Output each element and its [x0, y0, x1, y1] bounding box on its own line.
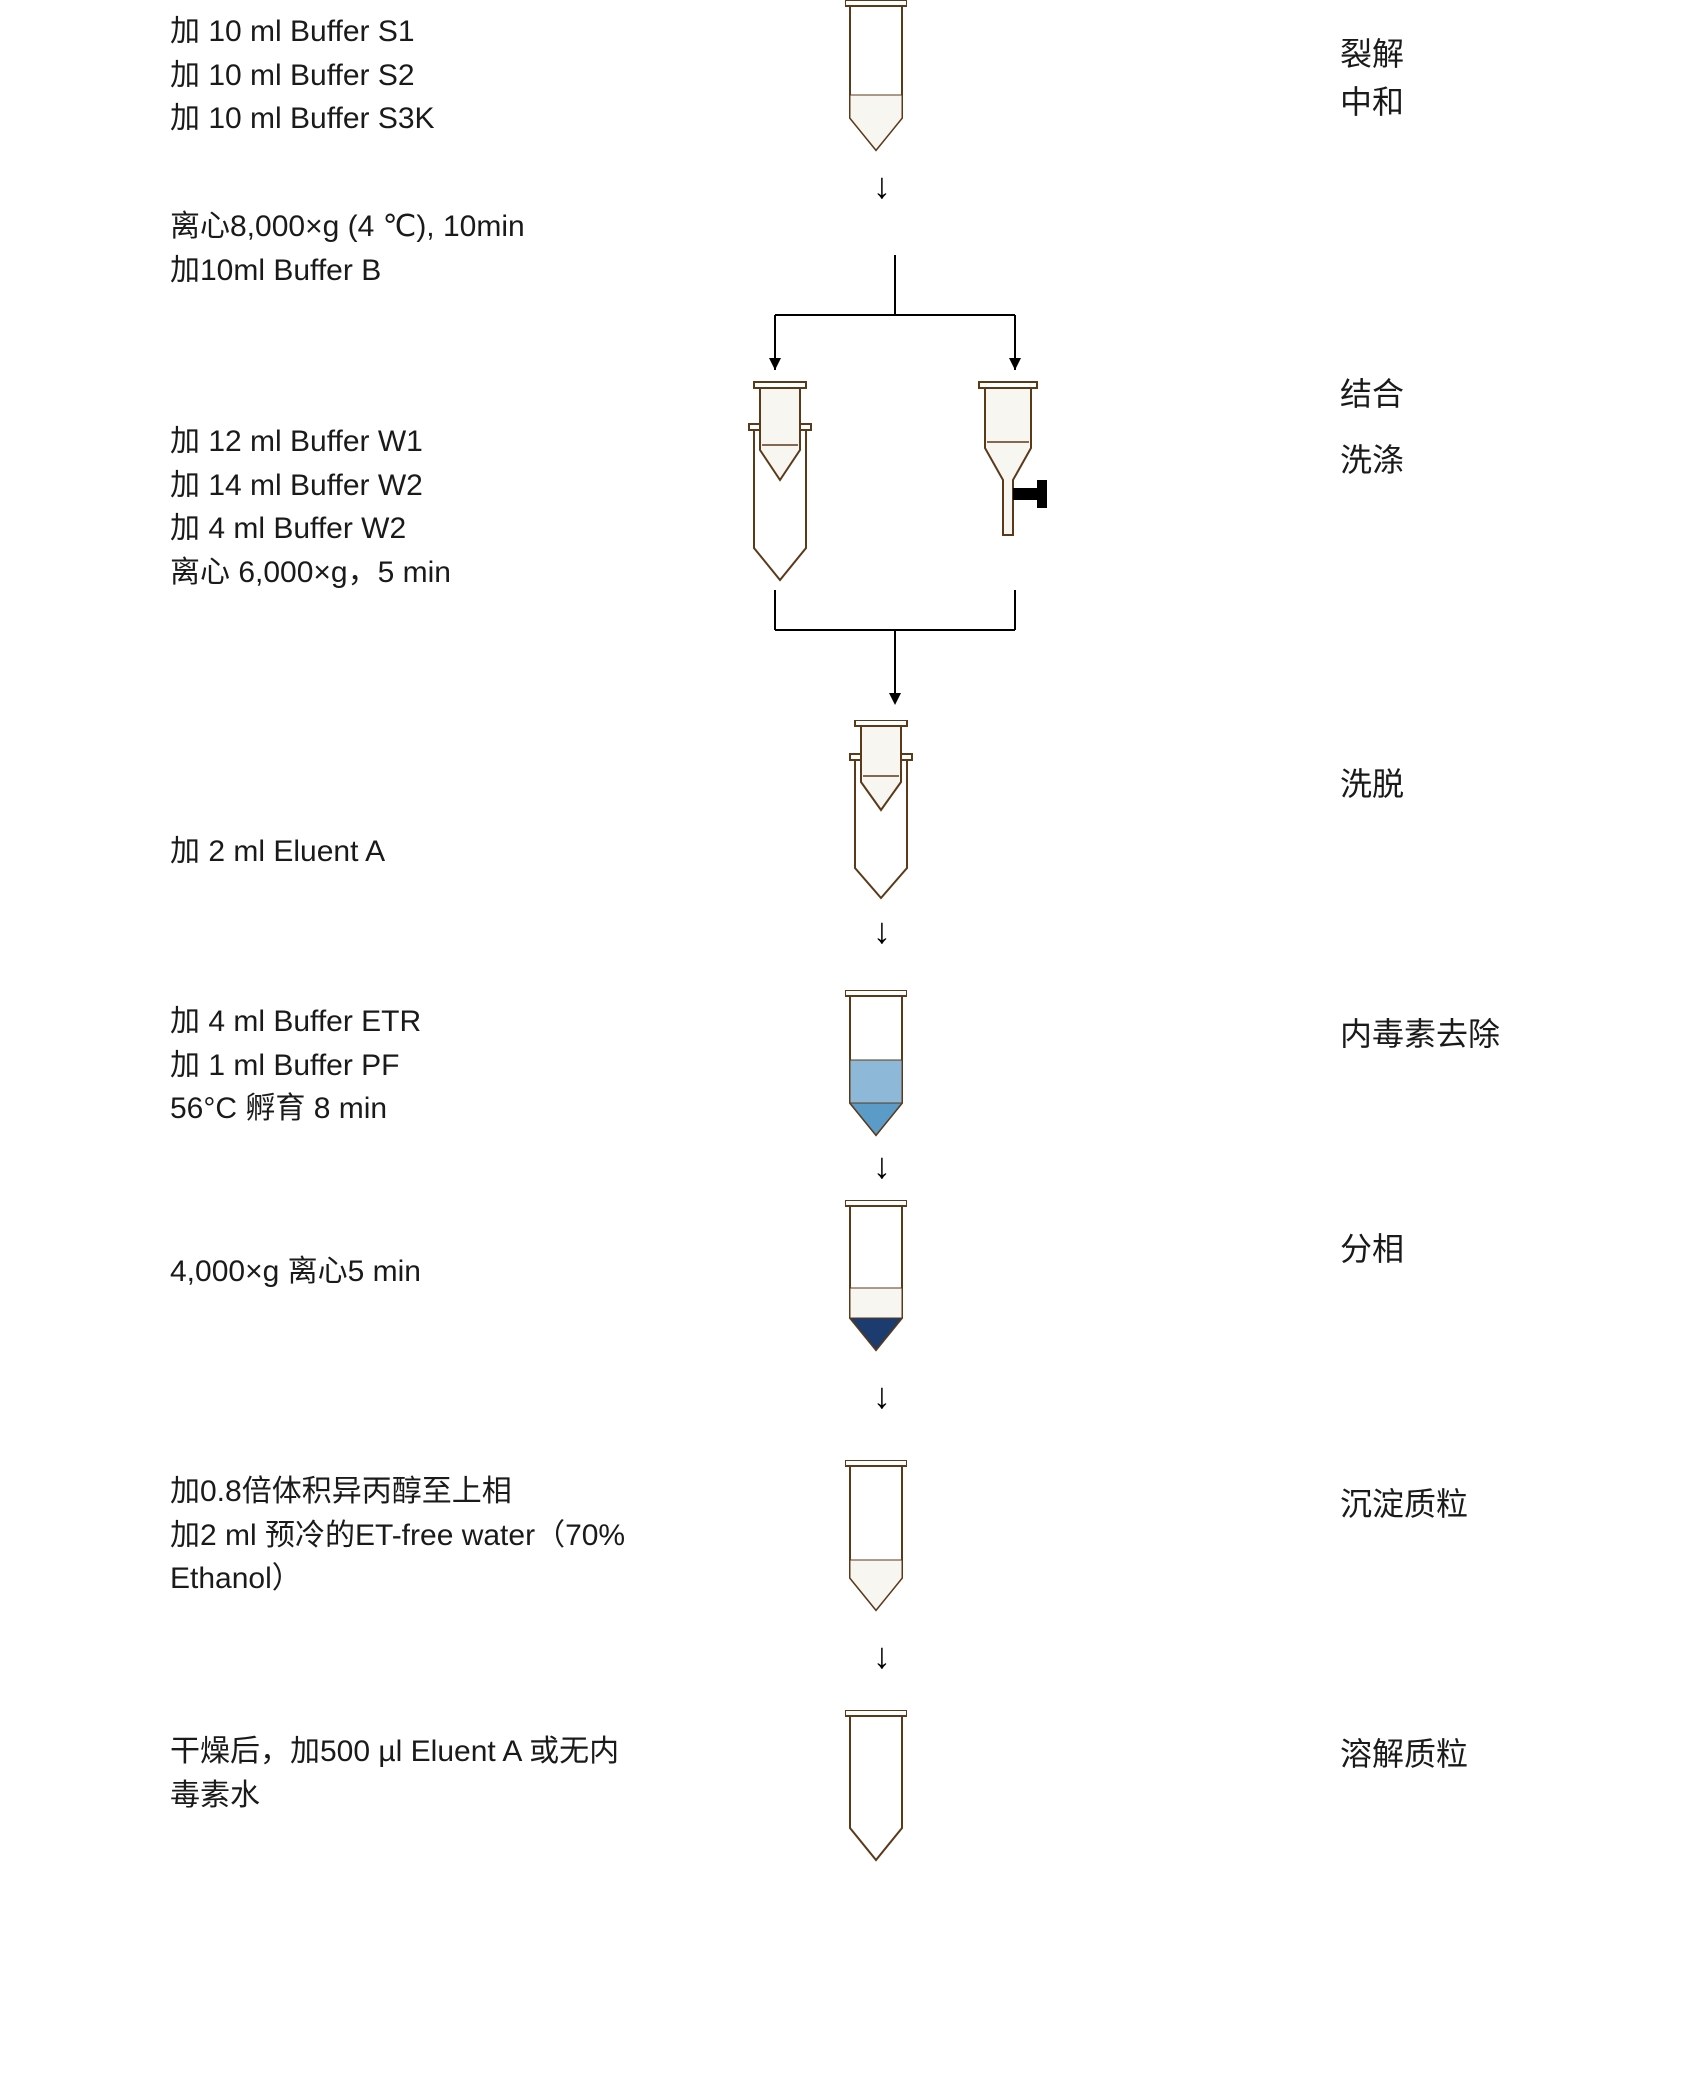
line: 洗涤 [1340, 436, 1404, 484]
line: 加2 ml 预冷的ET-free water（70% [170, 1514, 625, 1558]
tube-elute-icon [845, 720, 925, 900]
line: 干燥后，加500 µl Eluent A 或无内 [170, 1730, 619, 1774]
arrow-down-icon: ↓ [873, 1145, 891, 1187]
line: 加 2 ml Eluent A [170, 830, 385, 874]
tube-lysis-icon [845, 0, 907, 155]
arrow-down-icon: ↓ [873, 1375, 891, 1417]
line: 加 10 ml Buffer S1 [170, 10, 435, 54]
phase-lysis: 裂解 中和 [1340, 30, 1404, 126]
arrow-down-icon: ↓ [873, 1635, 891, 1677]
line: 56°C 孵育 8 min [170, 1087, 421, 1131]
line: 加 4 ml Buffer W2 [170, 507, 451, 551]
step-dissolve-left: 干燥后，加500 µl Eluent A 或无内 毒素水 [170, 1730, 619, 1817]
tube-etr-icon [845, 990, 907, 1140]
arrow-down-icon: ↓ [873, 165, 891, 207]
line: 沉淀质粒 [1340, 1480, 1468, 1528]
arrow-down-icon: ↓ [873, 910, 891, 952]
line: 结合 [1340, 370, 1404, 418]
line: 加10ml Buffer B [170, 249, 525, 293]
step-centrifuge1-left: 离心8,000×g (4 ℃), 10min 加10ml Buffer B [170, 205, 525, 292]
phase-dissolve: 溶解质粒 [1340, 1730, 1468, 1778]
line: 分相 [1340, 1225, 1404, 1273]
step-elute-left: 加 2 ml Eluent A [170, 830, 385, 874]
line: 4,000×g 离心5 min [170, 1250, 421, 1294]
step-lysis-left: 加 10 ml Buffer S1 加 10 ml Buffer S2 加 10… [170, 10, 435, 141]
step-phasesep-left: 4,000×g 离心5 min [170, 1250, 421, 1294]
step-bindwash-left: 加 12 ml Buffer W1 加 14 ml Buffer W2 加 4 … [170, 420, 451, 594]
phase-bindwash: 结合 洗涤 [1340, 370, 1404, 484]
line: 裂解 [1340, 30, 1404, 78]
line: 加 1 ml Buffer PF [170, 1044, 421, 1088]
line: Ethanol） [170, 1557, 625, 1601]
line: 离心 6,000×g，5 min [170, 551, 451, 595]
line: 离心8,000×g (4 ℃), 10min [170, 205, 525, 249]
line: 内毒素去除 [1340, 1010, 1500, 1058]
step-precip-left: 加0.8倍体积异丙醇至上相 加2 ml 预冷的ET-free water（70%… [170, 1470, 625, 1601]
line: 加0.8倍体积异丙醇至上相 [170, 1470, 625, 1514]
line: 加 12 ml Buffer W1 [170, 420, 451, 464]
phase-etr: 内毒素去除 [1340, 1010, 1500, 1058]
step-etr-left: 加 4 ml Buffer ETR 加 1 ml Buffer PF 56°C … [170, 1000, 421, 1131]
converge-connector-icon [740, 590, 1050, 715]
tube-column-right-icon [965, 380, 1085, 590]
phase-precip: 沉淀质粒 [1340, 1480, 1468, 1528]
line: 溶解质粒 [1340, 1730, 1468, 1778]
line: 加 10 ml Buffer S3K [170, 97, 435, 141]
line: 中和 [1340, 78, 1404, 126]
tube-precip-icon [845, 1460, 907, 1615]
phase-phasesep: 分相 [1340, 1225, 1404, 1273]
tube-column-left-icon [740, 380, 830, 590]
phase-elute: 洗脱 [1340, 760, 1404, 808]
tube-dissolve-icon [845, 1710, 907, 1865]
line: 毒素水 [170, 1774, 619, 1818]
line: 洗脱 [1340, 760, 1404, 808]
tube-phasesep-icon [845, 1200, 907, 1355]
line: 加 4 ml Buffer ETR [170, 1000, 421, 1044]
line: 加 10 ml Buffer S2 [170, 54, 435, 98]
line: 加 14 ml Buffer W2 [170, 464, 451, 508]
